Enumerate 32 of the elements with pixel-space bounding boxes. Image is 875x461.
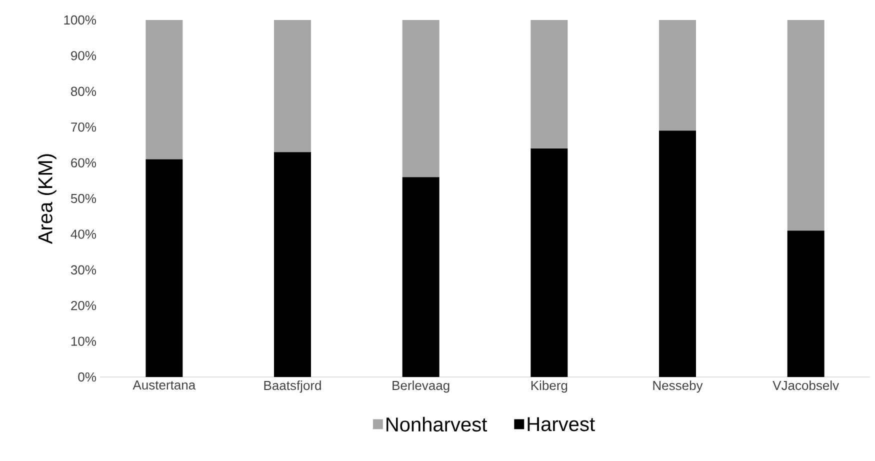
y-tick-label: 100% — [64, 15, 96, 25]
y-tick-label: 60% — [71, 158, 96, 168]
x-tick-label: Berlevaag — [392, 380, 450, 393]
bar — [659, 130, 696, 377]
legend-label: Nonharvest — [386, 416, 488, 432]
bar — [274, 152, 312, 377]
bar — [787, 20, 824, 231]
y-tick-label: 20% — [71, 300, 96, 310]
y-tick-label: 90% — [71, 51, 96, 60]
legend-label: Harvest — [528, 417, 595, 432]
x-tick-label: Nesseby — [653, 380, 703, 393]
bar — [659, 20, 696, 131]
y-tick-label: 10% — [71, 336, 96, 346]
bar — [146, 159, 183, 377]
y-tick-label: 70% — [71, 122, 96, 132]
y-tick-label: 30% — [70, 265, 96, 274]
y-tick-label: 40% — [70, 230, 96, 239]
bar — [146, 20, 183, 160]
bar — [402, 20, 440, 178]
y-tick-label: 0% — [78, 372, 96, 382]
y-tick-label: 50% — [70, 194, 96, 204]
y-axis-title: Area (KM) — [38, 154, 56, 244]
bar — [787, 230, 824, 377]
x-tick-label: Austertana — [132, 380, 196, 390]
bar — [530, 20, 568, 149]
x-tick-label: Baatsfjord — [264, 380, 321, 393]
y-tick-label: 80% — [71, 86, 96, 96]
bar — [402, 177, 440, 377]
bar — [274, 20, 312, 152]
x-tick-label: VJacobselv — [772, 380, 840, 390]
bar — [530, 148, 568, 377]
x-tick-label: Kiberg — [531, 380, 568, 393]
